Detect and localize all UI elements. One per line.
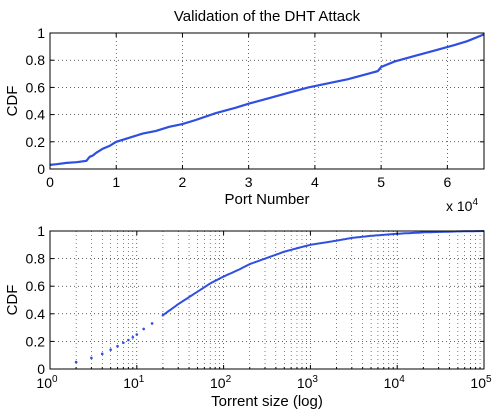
series-line	[49, 33, 485, 166]
data-point	[74, 360, 78, 364]
x-tick-label: 100	[36, 374, 58, 391]
data-point	[90, 356, 93, 360]
plot-area	[49, 32, 485, 170]
x-multiplier: x 104	[446, 197, 478, 214]
data-point	[127, 338, 130, 342]
y-tick-label: 0	[37, 361, 45, 377]
grid	[50, 33, 484, 169]
x-tick-label: 4	[311, 174, 319, 190]
x-tick-label: 102	[210, 374, 232, 391]
y-tick-label: 0.8	[26, 251, 46, 267]
data-point	[122, 341, 125, 345]
x-tick-label: 0	[46, 174, 54, 190]
x-tick-label: 5	[377, 174, 385, 190]
y-tick-label: 1	[37, 223, 45, 239]
y-tick-label: 0.4	[26, 107, 46, 123]
grid	[50, 231, 484, 369]
y-tick-label: 0.2	[26, 134, 46, 150]
x-tick-label: 2	[179, 174, 187, 190]
series-points	[74, 230, 484, 364]
x-tick-label: 105	[470, 374, 492, 391]
y-axis-label: CDF	[4, 285, 21, 316]
y-tick-label: 0	[37, 161, 45, 177]
data-point	[100, 352, 104, 356]
y-tick-label: 0.6	[26, 278, 46, 294]
x-tick-label: 3	[245, 174, 253, 190]
data-point	[135, 333, 139, 336]
y-tick-label: 0.8	[26, 52, 46, 68]
data-point	[150, 322, 154, 325]
plot-area	[49, 230, 485, 370]
data-point	[116, 344, 119, 348]
data-point	[161, 313, 165, 317]
data-point	[142, 327, 145, 331]
axes: 100 101 102 103 104 105 0 0.2 0.4 0.6 0.8 1	[26, 223, 492, 391]
y-tick-label: 0.4	[26, 306, 46, 322]
x-tick-label: 104	[384, 374, 406, 391]
x-multiplier-base: x 10	[446, 198, 473, 214]
x-axis-label: Port Number	[224, 191, 309, 208]
y-tick-label: 0.2	[26, 333, 46, 349]
data-point	[131, 335, 135, 339]
x-tick-label: 6	[443, 174, 451, 190]
x-multiplier-exponent: 4	[472, 197, 478, 208]
axes: 0 1 2 3 4 5 6 0 0.2 0.4 0.6 0.8 1	[26, 25, 484, 190]
chart-torrent-size: 100 101 102 103 104 105 0 0.2 0.4 0.6 0.8 1 Torrent…	[4, 223, 492, 410]
x-tick-label: 101	[123, 374, 145, 391]
chart-port-number: Validation of the DHT Attack 0 1 2 3 4 5 6 0 0.2…	[4, 8, 485, 214]
x-tick-label: 103	[297, 374, 319, 391]
data-point	[109, 348, 112, 351]
y-axis-label: CDF	[4, 86, 21, 117]
x-axis-label: Torrent size (log)	[211, 393, 323, 410]
y-tick-label: 0.6	[26, 79, 46, 95]
y-tick-label: 1	[37, 25, 45, 41]
chart-title: Validation of the DHT Attack	[174, 8, 361, 25]
series-line	[162, 230, 484, 316]
x-tick-label: 1	[112, 174, 120, 190]
